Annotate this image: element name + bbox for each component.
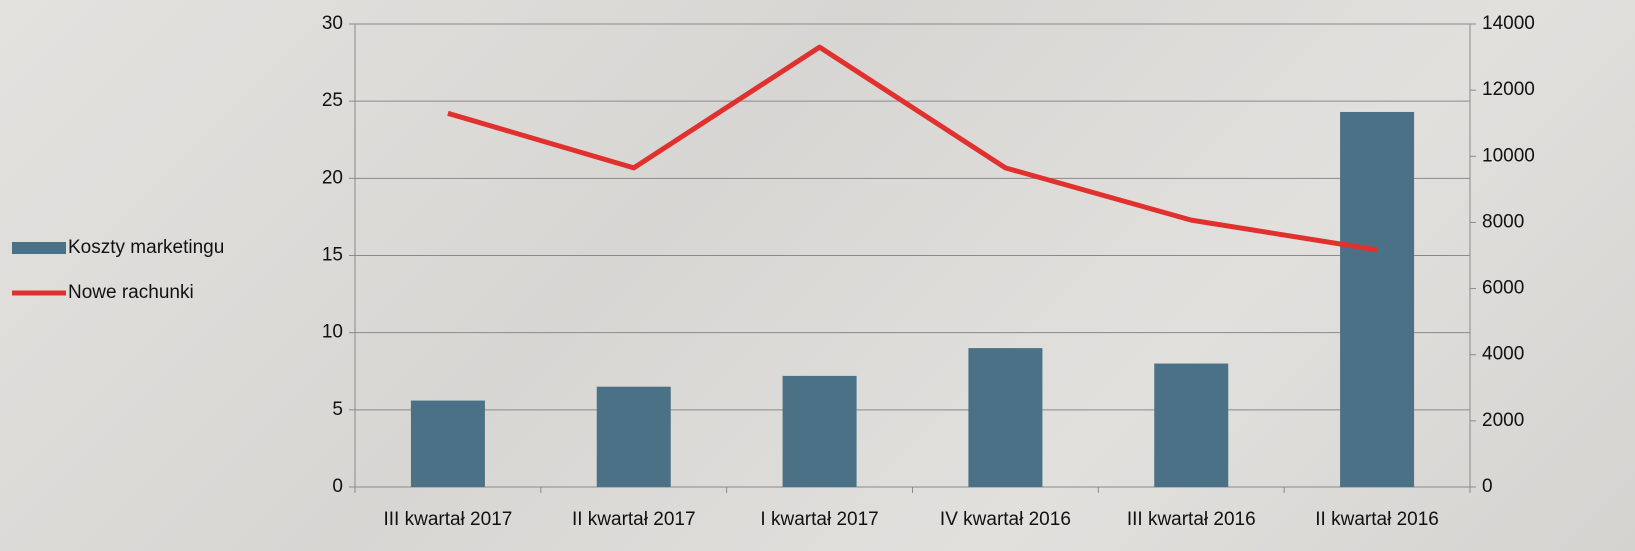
y2-tick-label: 6000 [1482,278,1524,299]
y-tick-label: 30 [322,13,343,34]
y2-tick-label: 10000 [1482,145,1535,166]
x-tick-label: III kwartał 2017 [383,509,512,530]
chart: 0 5 10 15 20 25 30 0 2000 4000 6000 8000 10000 12000 1… [0,0,1635,551]
y2-tick-label: 14000 [1482,13,1535,34]
bar [1340,112,1414,487]
legend-swatch [12,242,66,254]
bar [783,376,857,487]
y2-tick-label: 0 [1482,476,1493,497]
x-tick-label: III kwartał 2016 [1127,509,1256,530]
y2-tick-label: 12000 [1482,79,1535,100]
legend-label: Nowe rachunki [68,282,194,303]
y-tick-label: 5 [332,399,343,420]
y-tick-label: 25 [322,90,343,111]
bar [411,401,485,487]
bar [597,387,671,487]
y-tick-label: 10 [322,322,343,343]
y2-tick-label: 8000 [1482,211,1524,232]
y2-tick-label: 4000 [1482,344,1524,365]
bar [968,348,1042,487]
y-tick-label: 15 [322,245,343,266]
y-tick-label: 20 [322,167,343,188]
x-tick-label: IV kwartał 2016 [940,509,1071,530]
legend-label: Koszty marketingu [68,237,224,258]
line [448,47,1377,250]
x-tick-label: II kwartał 2016 [1315,509,1439,530]
y2-tick-label: 2000 [1482,410,1524,431]
y-tick-label: 0 [332,476,343,497]
x-tick-label: I kwartał 2017 [760,509,878,530]
x-tick-label: II kwartał 2017 [572,509,696,530]
bar [1154,364,1228,487]
